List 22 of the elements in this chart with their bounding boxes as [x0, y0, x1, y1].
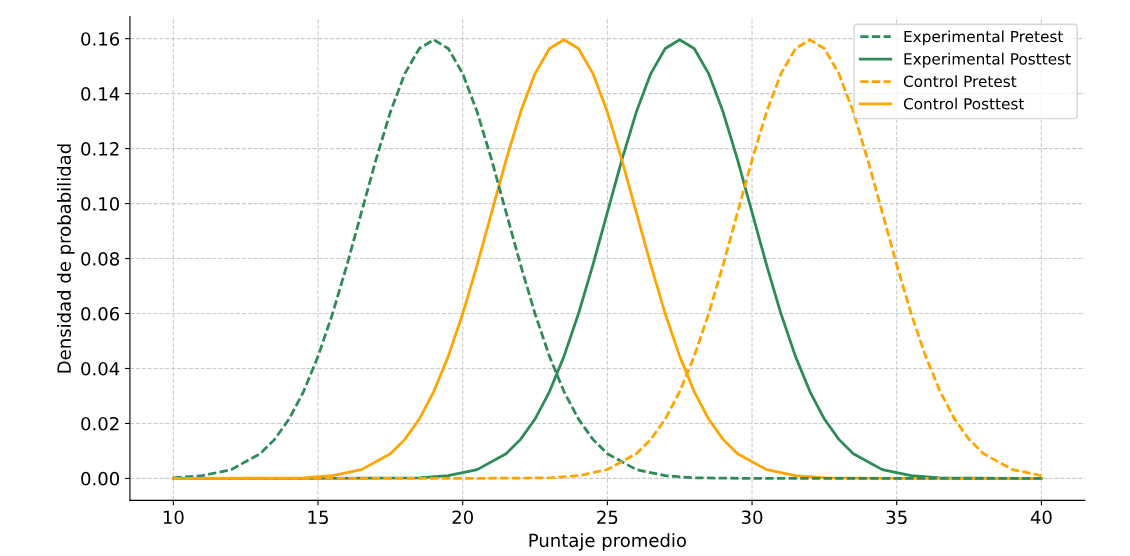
x-tick-label: 20 [452, 510, 473, 525]
y-tick-label: 0.04 [81, 361, 120, 376]
legend-label: Experimental Pretest [904, 30, 1064, 46]
y-tick-label: 0.02 [81, 416, 119, 431]
legend-label: Control Posttest [903, 97, 1025, 110]
x-tick-label: 30 [741, 510, 763, 525]
y-tick-label: 0.00 [81, 471, 120, 486]
x-tick-label: 15 [308, 510, 328, 525]
legend-label: Experimental Posttest [904, 52, 1071, 68]
y-tick-label: 0.12 [81, 142, 119, 156]
y-tick-label: 0.08 [81, 252, 119, 266]
x-tick-label: 25 [597, 510, 618, 525]
y-axis-title: Densidad de probabilidad [57, 144, 75, 373]
y-tick-label: 0.06 [81, 306, 120, 321]
x-tick-label: 35 [886, 510, 907, 525]
x-tick-label: 40 [1030, 510, 1052, 525]
y-tick-label: 0.10 [81, 197, 120, 211]
x-tick-label: 10 [163, 510, 184, 525]
y-tick-label: 0.16 [81, 32, 120, 46]
y-tick-label: 0.14 [81, 87, 120, 101]
x-axis-title: Puntaje promedio [529, 533, 686, 551]
legend-label: Control Pretest [903, 75, 1017, 88]
